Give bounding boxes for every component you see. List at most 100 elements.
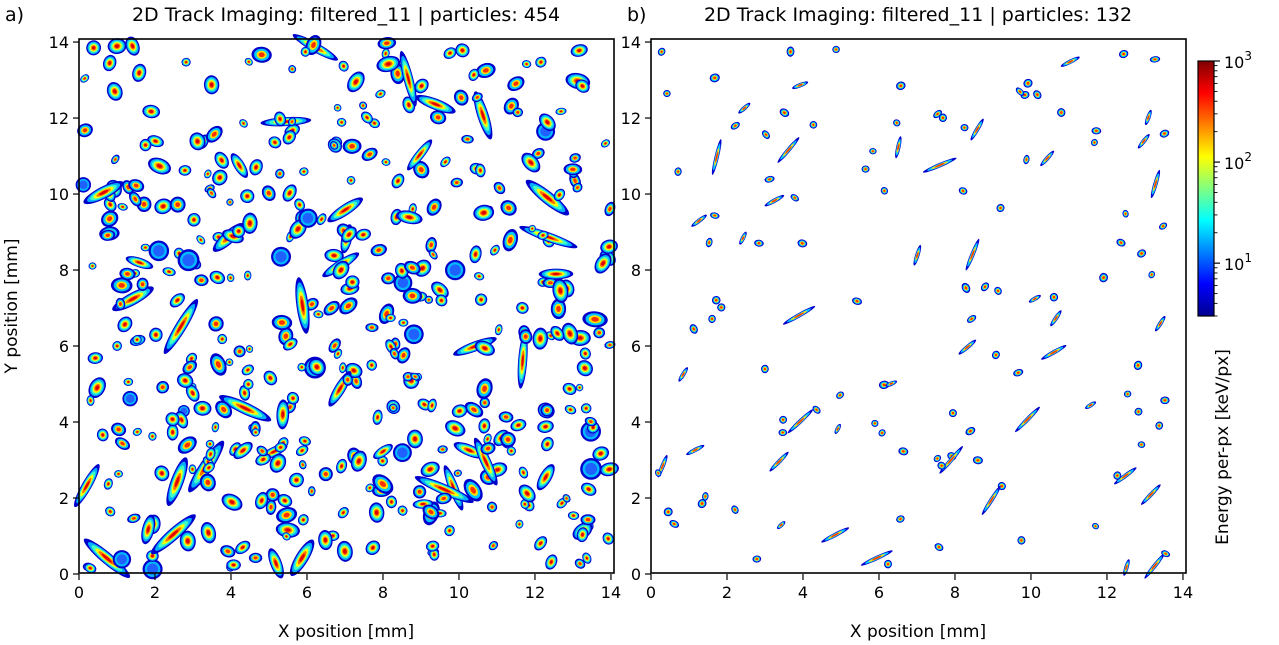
track-pixel-cluster (302, 170, 305, 173)
track-pixel-cluster (448, 529, 451, 532)
track-pixel-cluster (185, 61, 188, 64)
track-pixel-cluster (287, 135, 291, 139)
track-pixel-cluster (480, 110, 486, 121)
x-tick-label: 10 (449, 583, 469, 602)
colorbar-tick-label: 101 (1224, 251, 1252, 274)
track-pixel-cluster (763, 367, 767, 371)
track-pixel-cluster (733, 124, 737, 127)
x-tick-label: 6 (874, 583, 884, 602)
panel-a-x-axis-label: X position [mm] (278, 622, 414, 642)
track-pixel-cluster (983, 285, 987, 289)
track-pixel-cluster (591, 426, 595, 429)
panel-a-frame (78, 38, 615, 574)
track-pixel-cluster (384, 52, 387, 55)
track-pixel-cluster (225, 549, 231, 554)
track-pixel-cluster (144, 246, 147, 249)
track-pixel-cluster (937, 545, 941, 549)
panel-b-y-ticks: 0 2 4 6 8 10 12 14 (621, 33, 651, 584)
track-pixel-cluster (213, 321, 219, 327)
track-pixel-cluster (1147, 491, 1154, 498)
track-pixel-cluster (834, 48, 838, 51)
track-pixel-cluster (206, 530, 211, 536)
track-pixel-cluster (151, 435, 154, 438)
track-pixel-cluster (361, 104, 365, 107)
track-pixel-cluster (444, 160, 447, 164)
track-pixel-cluster (331, 534, 335, 537)
track-pixel-cluster (604, 142, 607, 145)
track-pixel-cluster (93, 356, 98, 360)
track-pixel-cluster (248, 348, 251, 350)
panel-b: b) 2D Track Imaging: filtered_11 | parti… (621, 4, 1193, 642)
track-pixel-cluster (1140, 443, 1143, 446)
track-pixel-cluster (964, 344, 970, 350)
track-pixel-cluster (149, 110, 154, 113)
track-pixel-cluster (457, 409, 462, 413)
track-pixel-cluster (779, 523, 783, 527)
track-pixel-cluster (136, 261, 143, 265)
track-pixel-cluster (109, 510, 112, 513)
track-pixel-cluster (608, 343, 612, 347)
track-pixel-cluster (1033, 297, 1037, 301)
track-pixel-cluster (782, 111, 786, 114)
track-pixel-cluster (332, 144, 336, 147)
track-pixel-cluster (205, 479, 211, 486)
track-pixel-cluster (320, 217, 323, 221)
y-tick-label: 0 (631, 565, 641, 584)
track-pixel-cluster (576, 186, 580, 190)
track-pixel-cluster (413, 436, 417, 442)
track-pixel-cluster (871, 150, 875, 153)
track-pixel-cluster (91, 265, 94, 267)
track-pixel-cluster (789, 50, 792, 54)
track-pixel-cluster (389, 344, 393, 349)
track-pixel-cluster (483, 424, 486, 428)
track-pixel-cluster (660, 462, 665, 470)
track-pixel-cluster (246, 274, 249, 277)
track-pixel-cluster (714, 298, 718, 302)
track-pixel-cluster (427, 298, 431, 302)
track-pixel-cluster (393, 351, 396, 356)
track-pixel-cluster (174, 476, 180, 488)
track-pixel-cluster (505, 437, 511, 442)
track-pixel-cluster (228, 361, 231, 364)
track-pixel-cluster (274, 560, 278, 567)
track-pixel-cluster (548, 281, 553, 285)
track-pixel-cluster (509, 103, 514, 109)
y-tick-label: 8 (631, 261, 641, 280)
track-pixel-cluster (700, 502, 704, 505)
track-pixel-cluster (1163, 132, 1166, 135)
track-pixel-cluster (1158, 424, 1161, 427)
track-pixel-cluster (397, 447, 408, 458)
y-tick-label: 10 (621, 185, 641, 204)
track-pixel-cluster (247, 60, 250, 63)
track-pixel-cluster (781, 431, 785, 434)
track-pixel-cluster (310, 489, 313, 493)
track-pixel-cluster (448, 51, 452, 55)
track-pixel-cluster (385, 161, 387, 163)
track-pixel-cluster (211, 131, 217, 137)
track-pixel-cluster (113, 89, 117, 94)
track-pixel-cluster (708, 241, 711, 244)
track-pixel-cluster (349, 144, 355, 149)
track-pixel-cluster (133, 183, 139, 188)
track-pixel-cluster (696, 218, 702, 223)
track-pixel-cluster (337, 384, 343, 393)
y-tick-label: 2 (631, 489, 641, 508)
track-pixel-cluster (525, 491, 530, 496)
track-pixel-cluster (1140, 252, 1143, 255)
track-pixel-cluster (406, 72, 411, 85)
track-pixel-cluster (1126, 392, 1129, 396)
track-pixel-cluster (951, 411, 955, 415)
track-pixel-cluster (542, 193, 553, 202)
track-pixel-cluster (283, 499, 287, 503)
track-pixel-cluster (672, 522, 676, 526)
colorbar-tick-label: 103 (1224, 49, 1252, 72)
track-pixel-cluster (341, 207, 350, 213)
track-pixel-cluster (140, 282, 145, 287)
track-pixel-cluster (137, 70, 141, 75)
track-pixel-cluster (440, 299, 443, 302)
track-pixel-cluster (214, 426, 217, 429)
x-tick-label: 10 (1021, 583, 1041, 602)
track-pixel-cluster (160, 385, 165, 390)
track-pixel-cluster (350, 179, 352, 182)
track-pixel-cluster (116, 427, 121, 432)
